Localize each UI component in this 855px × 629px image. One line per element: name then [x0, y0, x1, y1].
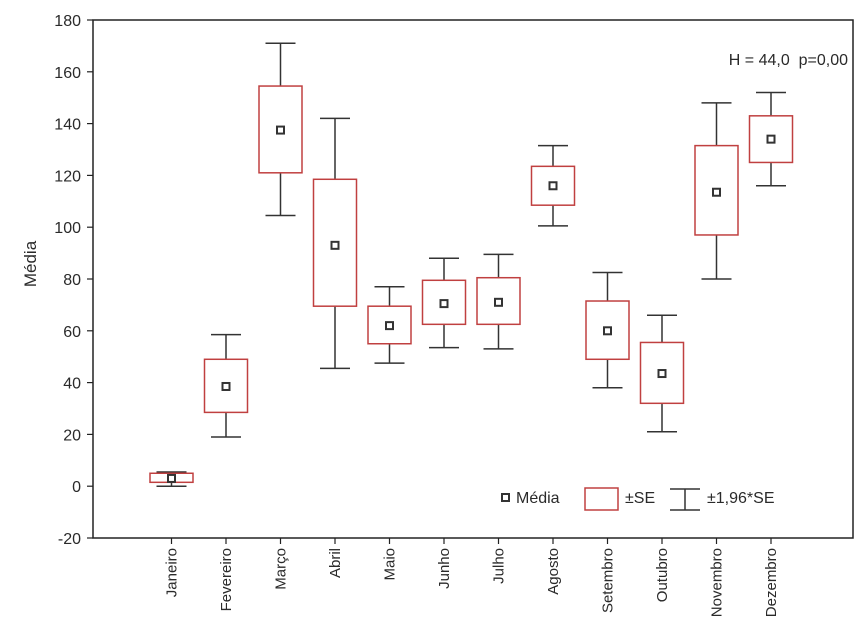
box-group	[694, 102, 739, 280]
se-box	[421, 279, 467, 326]
y-tick-label: 160	[54, 65, 81, 82]
se-box	[530, 165, 576, 206]
y-axis-title: Média	[21, 240, 40, 287]
mean-marker	[330, 240, 340, 250]
x-tick-label: Outubro	[654, 548, 671, 602]
box-group	[748, 91, 794, 187]
mean-marker	[494, 297, 503, 307]
legend-se-label: ±SE	[625, 490, 655, 507]
box-group	[367, 286, 412, 364]
box-group	[639, 314, 685, 433]
y-tick-label: 100	[54, 220, 81, 237]
x-tick-label: Abril	[327, 548, 344, 578]
y-tick-label: 40	[63, 376, 81, 393]
y-tick-label: 80	[63, 272, 81, 289]
se-box	[585, 300, 630, 361]
y-tick-label: 120	[54, 168, 81, 185]
se-box	[258, 85, 303, 174]
se-box	[203, 358, 249, 414]
legend-mean-label: Média	[516, 490, 560, 507]
legend-ci-whisker-icon	[670, 488, 700, 511]
x-tick-label: Julho	[491, 548, 508, 584]
axes	[92, 19, 854, 539]
mean-marker	[221, 381, 231, 391]
se-box	[694, 144, 739, 236]
box-marks	[149, 42, 794, 487]
y-tick-label: 20	[63, 427, 81, 444]
x-tick-label: Janeiro	[164, 548, 181, 597]
box-group	[312, 117, 358, 370]
mean-marker	[712, 187, 721, 197]
x-tick-label: Maio	[382, 548, 399, 581]
legend: Média ±SE ±1,96*SE	[501, 487, 775, 511]
box-group	[530, 144, 576, 227]
mean-marker	[167, 473, 176, 483]
y-tick-label: 140	[54, 117, 81, 134]
box-group	[149, 471, 194, 487]
mean-marker	[657, 369, 667, 379]
x-tick-label: Dezembro	[763, 548, 780, 617]
mean-marker	[385, 321, 394, 331]
se-box	[639, 341, 685, 405]
se-box	[748, 115, 794, 164]
mean-marker	[548, 181, 558, 191]
test-statistic-annotation: H = 44,0 p=0,00	[729, 52, 848, 69]
x-tick-label: Junho	[436, 548, 453, 589]
x-tick-label: Fevereiro	[218, 548, 235, 611]
plot-frame	[92, 19, 854, 539]
box-group	[258, 42, 303, 217]
x-axis-labels: Janeiro Fevereiro Março Abril Maio Junho Julho…	[164, 538, 780, 617]
y-tick-label: 180	[54, 13, 81, 30]
x-tick-label: Agosto	[545, 548, 562, 595]
box-group	[476, 253, 521, 350]
y-tick-label: 0	[72, 479, 81, 496]
mean-marker	[439, 299, 449, 309]
box-group	[585, 271, 630, 389]
y-axis-ticks: -20 0 20 40 60 80 100 120 140 160 180	[54, 13, 93, 548]
legend-se-box-icon	[584, 487, 619, 511]
x-tick-label: Novembro	[709, 548, 726, 617]
x-tick-label: Março	[273, 548, 290, 590]
se-box	[367, 305, 412, 345]
legend-ci-label: ±1,96*SE	[707, 490, 775, 507]
x-tick-label: Setembro	[600, 548, 617, 613]
y-tick-label: 60	[63, 324, 81, 341]
se-box	[476, 276, 521, 326]
mean-marker	[603, 326, 612, 336]
mean-marker	[766, 134, 776, 144]
mean-marker	[276, 125, 285, 135]
legend-mean-marker-icon	[501, 493, 510, 502]
y-tick-label: -20	[58, 531, 81, 548]
box-group	[421, 257, 467, 349]
box-group	[203, 333, 249, 438]
